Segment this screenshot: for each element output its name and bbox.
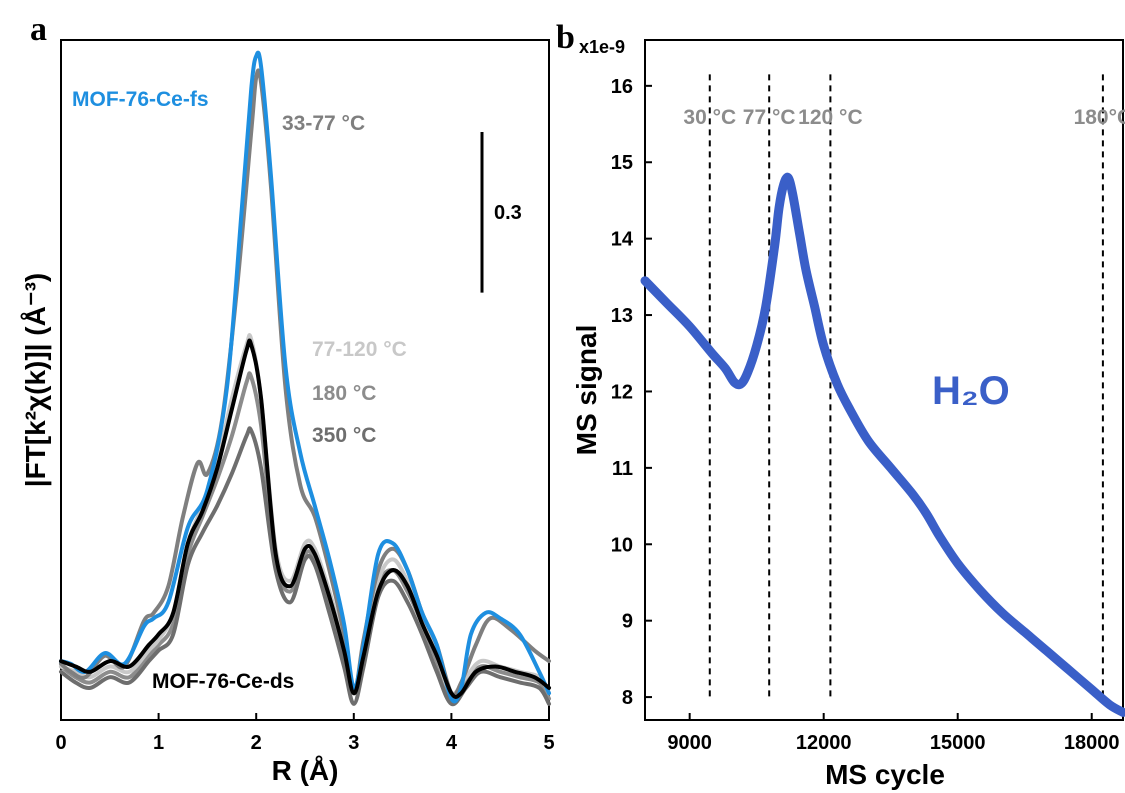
temperature-label: 30 °C [683, 106, 736, 129]
scale-bar-label: 0.3 [494, 202, 522, 224]
x-tick-label: 18000 [1064, 732, 1120, 754]
chart-a-series-group [59, 50, 551, 707]
chart-a-x-axis-label: R (Å) [272, 755, 339, 786]
label-350: 350 °C [312, 424, 376, 447]
panel-label-b: b [556, 19, 575, 56]
y-multiplier: x1e-9 [579, 37, 625, 57]
chart-b-x-ticks: 9000 12000 15000 18000 [667, 713, 1120, 754]
temperature-label: 77 °C [743, 106, 796, 129]
h2o-label: H₂O [932, 369, 1010, 413]
chart-b-series-group [640, 172, 1125, 717]
y-tick-label: 14 [611, 229, 634, 251]
series-line-77-120-c [59, 333, 551, 696]
temperature-label: 180°C [1074, 106, 1125, 129]
temperature-label: 120 °C [798, 106, 862, 129]
x-tick-label: 5 [543, 732, 554, 754]
chart-b-frame [644, 39, 1124, 721]
x-tick-label: 12000 [796, 732, 852, 754]
label-77-120: 77-120 °C [312, 338, 407, 361]
chart-b-y-ticks: 8 9 10 11 12 13 14 15 16 [611, 76, 652, 709]
chart-b-vlines: 30 °C 77 °C 120 °C 180°C [683, 74, 1125, 701]
x-tick-label: 1 [153, 732, 164, 754]
series-line-350-c [59, 426, 551, 707]
y-tick-label: 11 [612, 458, 633, 480]
chart-b-x-axis-label: MS cycle [825, 759, 945, 790]
x-tick-label: 15000 [930, 732, 986, 754]
chart-a-x-ticks: 0 1 2 3 4 5 [55, 713, 555, 754]
x-tick-label: 4 [446, 732, 458, 754]
chart-b-y-axis-label: MS signal [571, 325, 602, 456]
label-180: 180 °C [312, 382, 376, 405]
x-tick-label: 2 [251, 732, 262, 754]
series-line-33-77-c [59, 68, 551, 698]
y-tick-label: 8 [622, 687, 633, 709]
chart-a: 0 1 2 3 4 5 R (Å) |FT[k²χ(k)]| (Å⁻³) 0.3 MOF-… [20, 39, 555, 786]
label-mof-76-ce-fs: MOF-76-Ce-fs [72, 88, 209, 111]
y-tick-label: 15 [611, 152, 633, 174]
y-tick-label: 12 [611, 381, 633, 403]
panel-label-a: a [30, 11, 47, 48]
y-tick-label: 16 [611, 76, 633, 98]
x-tick-label: 0 [55, 732, 66, 754]
label-mof-76-ce-ds: MOF-76-Ce-ds [152, 670, 294, 693]
x-tick-label: 3 [348, 732, 359, 754]
chart-a-y-axis-label: |FT[k²χ(k)]| (Å⁻³) [20, 273, 51, 488]
series-line-h2o [640, 172, 1125, 717]
chart-a-frame [60, 39, 550, 721]
series-line-mof-76-ce-ds [59, 338, 551, 699]
x-tick-label: 9000 [667, 732, 712, 754]
y-tick-label: 13 [611, 305, 633, 327]
label-33-77: 33-77 °C [282, 112, 365, 135]
y-tick-label: 10 [611, 534, 633, 556]
chart-b: 30 °C 77 °C 120 °C 180°C 9000 12000 15000 1800… [571, 37, 1125, 790]
series-line-mof-76-ce-fs [59, 50, 551, 704]
y-tick-label: 9 [622, 611, 633, 633]
